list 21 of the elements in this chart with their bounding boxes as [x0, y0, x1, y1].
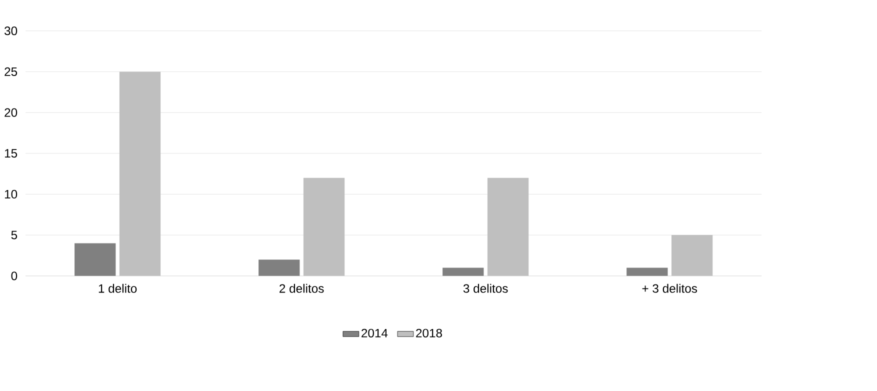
bar	[442, 268, 484, 276]
bar	[119, 72, 161, 276]
bar	[303, 178, 345, 276]
bar	[626, 268, 668, 276]
bar	[74, 243, 116, 276]
y-tick-label: 0	[11, 272, 18, 280]
x-tick-label: 3 delitos	[463, 284, 508, 293]
y-tick-label: 20	[4, 108, 18, 117]
bar	[671, 235, 713, 276]
x-tick-label: 2 delitos	[280, 284, 324, 293]
y-tick-label: 10	[4, 190, 18, 199]
x-tick-label: + 3 delitos	[642, 284, 698, 293]
y-tick-label: 15	[4, 149, 18, 158]
x-tick-label: 1 delito	[98, 284, 137, 293]
bar	[258, 260, 300, 276]
y-tick-label: 25	[4, 67, 18, 76]
legend-label: 2014	[362, 328, 388, 338]
y-tick-label: 30	[4, 26, 18, 36]
y-tick-label: 5	[11, 230, 18, 240]
bar	[487, 178, 529, 276]
legend-label: 2018	[416, 328, 442, 338]
